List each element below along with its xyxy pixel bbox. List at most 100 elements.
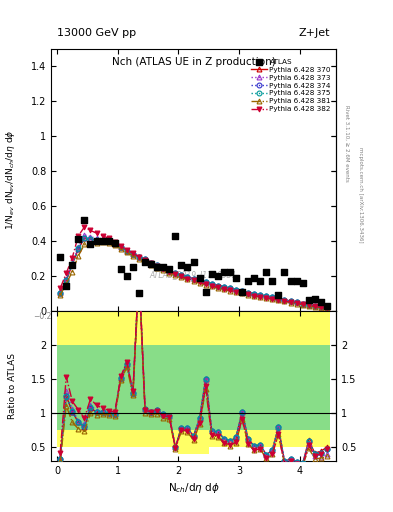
- Pythia 6.428 373: [100, 236, 105, 242]
- Pythia 6.428 374: [270, 294, 275, 301]
- Pythia 6.428 374: [252, 291, 257, 297]
- Pythia 6.428 382: [137, 253, 141, 260]
- Pythia 6.428 370: [228, 285, 232, 291]
- Pythia 6.428 375: [100, 237, 105, 243]
- Pythia 6.428 373: [240, 288, 244, 294]
- Pythia 6.428 382: [276, 297, 281, 303]
- Pythia 6.428 375: [228, 285, 232, 291]
- Pythia 6.428 382: [215, 285, 220, 291]
- Pythia 6.428 373: [155, 262, 160, 268]
- ATLAS: [87, 240, 94, 248]
- Pythia 6.428 382: [282, 298, 287, 304]
- Pythia 6.428 374: [149, 260, 154, 266]
- Pythia 6.428 370: [215, 283, 220, 289]
- Pythia 6.428 373: [130, 251, 135, 257]
- Pythia 6.428 382: [130, 250, 135, 257]
- Pythia 6.428 381: [107, 240, 111, 246]
- Pythia 6.428 381: [325, 306, 329, 312]
- ATLAS: [221, 268, 227, 276]
- Text: Z+Jet: Z+Jet: [299, 28, 330, 38]
- Pythia 6.428 374: [300, 301, 305, 307]
- Pythia 6.428 375: [125, 247, 129, 253]
- Pythia 6.428 370: [209, 281, 214, 287]
- Pythia 6.428 382: [167, 268, 172, 274]
- ATLAS: [154, 263, 160, 271]
- Pythia 6.428 373: [179, 272, 184, 278]
- Pythia 6.428 375: [276, 295, 281, 302]
- Pythia 6.428 374: [312, 303, 317, 309]
- Pythia 6.428 381: [252, 293, 257, 299]
- ATLAS: [196, 273, 203, 282]
- ATLAS: [269, 277, 275, 285]
- Pythia 6.428 381: [246, 292, 250, 298]
- Pythia 6.428 381: [118, 246, 123, 252]
- Pythia 6.428 374: [64, 278, 69, 284]
- Pythia 6.428 382: [209, 283, 214, 289]
- Pythia 6.428 374: [125, 247, 129, 253]
- Pythia 6.428 370: [300, 301, 305, 307]
- Text: Nch (ATLAS UE in Z production): Nch (ATLAS UE in Z production): [112, 56, 275, 67]
- Line: Pythia 6.428 370: Pythia 6.428 370: [58, 236, 329, 311]
- Pythia 6.428 374: [137, 253, 141, 260]
- Pythia 6.428 374: [185, 274, 190, 280]
- Pythia 6.428 373: [312, 303, 317, 309]
- Pythia 6.428 381: [318, 305, 323, 311]
- Pythia 6.428 382: [264, 295, 269, 301]
- Pythia 6.428 374: [155, 262, 160, 268]
- ATLAS: [324, 302, 330, 310]
- Pythia 6.428 375: [107, 238, 111, 244]
- Pythia 6.428 374: [222, 284, 226, 290]
- Pythia 6.428 370: [137, 253, 141, 260]
- Pythia 6.428 382: [233, 289, 238, 295]
- ATLAS: [191, 258, 197, 266]
- ATLAS: [202, 288, 209, 296]
- ATLAS: [184, 263, 191, 271]
- Pythia 6.428 375: [318, 304, 323, 310]
- Pythia 6.428 375: [252, 291, 257, 297]
- Pythia 6.428 381: [240, 290, 244, 296]
- Pythia 6.428 373: [282, 296, 287, 303]
- ATLAS: [287, 277, 294, 285]
- ATLAS: [136, 289, 142, 297]
- Pythia 6.428 374: [240, 288, 244, 294]
- ATLAS: [106, 237, 112, 245]
- Text: ATLAS_2019_I1736531: ATLAS_2019_I1736531: [150, 270, 237, 280]
- Pythia 6.428 382: [185, 275, 190, 282]
- Pythia 6.428 370: [197, 278, 202, 284]
- Y-axis label: 1/N$_{ev}$ dN$_{ev}$/dN$_{ch}$/d$\eta$ d$\phi$: 1/N$_{ev}$ dN$_{ev}$/dN$_{ch}$/d$\eta$ d…: [4, 130, 17, 230]
- Pythia 6.428 381: [282, 298, 287, 304]
- Pythia 6.428 381: [288, 300, 293, 306]
- Pythia 6.428 375: [264, 293, 269, 299]
- Pythia 6.428 370: [64, 278, 69, 284]
- Pythia 6.428 373: [215, 283, 220, 289]
- Pythia 6.428 370: [307, 302, 311, 308]
- ATLAS: [312, 294, 318, 303]
- ATLAS: [166, 265, 173, 273]
- Pythia 6.428 381: [191, 279, 196, 285]
- Pythia 6.428 382: [107, 236, 111, 242]
- Pythia 6.428 381: [312, 304, 317, 310]
- Pythia 6.428 382: [240, 290, 244, 296]
- Line: Pythia 6.428 374: Pythia 6.428 374: [58, 236, 329, 311]
- Pythia 6.428 374: [325, 305, 329, 311]
- Pythia 6.428 382: [64, 270, 69, 276]
- Pythia 6.428 374: [82, 236, 87, 242]
- Pythia 6.428 382: [118, 243, 123, 249]
- ATLAS: [299, 279, 306, 287]
- Pythia 6.428 374: [118, 244, 123, 250]
- Pythia 6.428 373: [64, 275, 69, 282]
- Pythia 6.428 374: [197, 278, 202, 284]
- Pythia 6.428 373: [294, 300, 299, 306]
- Pythia 6.428 381: [82, 241, 87, 247]
- Pythia 6.428 373: [185, 274, 190, 280]
- Pythia 6.428 370: [173, 270, 178, 276]
- Pythia 6.428 374: [228, 285, 232, 291]
- Pythia 6.428 382: [76, 232, 81, 239]
- Pythia 6.428 381: [197, 280, 202, 286]
- Pythia 6.428 374: [161, 265, 165, 271]
- Pythia 6.428 370: [185, 274, 190, 280]
- Pythia 6.428 382: [82, 224, 87, 230]
- Pythia 6.428 381: [233, 289, 238, 295]
- Pythia 6.428 381: [143, 259, 147, 265]
- Pythia 6.428 370: [100, 237, 105, 243]
